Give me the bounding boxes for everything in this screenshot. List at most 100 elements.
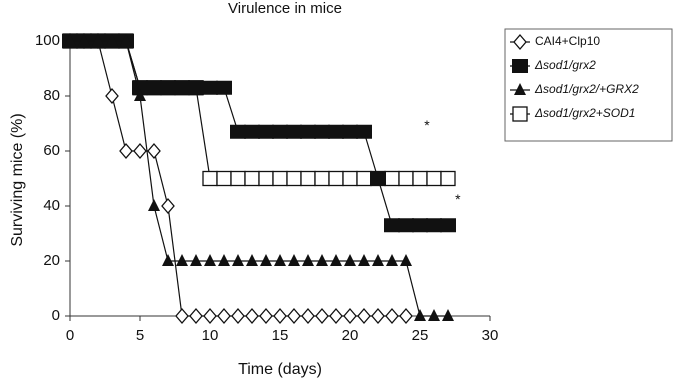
marker	[440, 170, 456, 187]
marker	[512, 59, 528, 73]
marker	[315, 308, 329, 324]
marker	[356, 170, 372, 187]
marker	[174, 80, 190, 95]
y-tick-label: 100	[35, 32, 60, 49]
marker	[300, 170, 316, 187]
marker	[105, 88, 119, 104]
marker	[342, 170, 358, 187]
marker	[385, 308, 399, 324]
marker	[147, 143, 161, 159]
legend-label: Δsod1/grx2	[534, 58, 596, 72]
marker	[202, 80, 218, 95]
marker	[372, 254, 384, 266]
marker	[175, 308, 189, 324]
marker	[120, 34, 132, 46]
marker	[288, 254, 300, 266]
marker	[356, 124, 372, 139]
legend-label: Δsod1/grx2+SOD1	[534, 106, 635, 120]
marker	[272, 170, 288, 187]
marker	[343, 308, 357, 324]
marker	[514, 83, 526, 95]
marker	[398, 170, 414, 187]
marker	[287, 308, 301, 324]
marker	[273, 308, 287, 324]
marker	[78, 34, 90, 46]
marker	[328, 170, 344, 187]
marker	[398, 218, 414, 233]
marker	[357, 308, 371, 324]
marker	[512, 106, 528, 122]
marker	[330, 254, 342, 266]
marker	[132, 80, 148, 95]
chart-title: Virulence in mice	[228, 0, 342, 17]
marker	[370, 171, 386, 186]
marker	[260, 254, 272, 266]
marker	[92, 34, 104, 46]
marker	[230, 170, 246, 187]
marker	[300, 124, 316, 139]
marker	[244, 170, 260, 187]
marker	[513, 34, 527, 50]
marker	[328, 124, 344, 139]
marker	[428, 309, 440, 321]
marker	[400, 254, 412, 266]
marker	[148, 199, 160, 211]
marker	[358, 254, 370, 266]
marker	[414, 309, 426, 321]
marker	[64, 34, 76, 46]
marker	[286, 170, 302, 187]
x-tick-label: 30	[482, 327, 499, 344]
legend-box	[504, 28, 673, 142]
y-tick-label: 40	[43, 197, 60, 214]
marker	[272, 124, 288, 139]
annotation: *	[455, 191, 461, 207]
marker	[386, 254, 398, 266]
marker	[161, 198, 175, 214]
x-tick-label: 15	[272, 327, 289, 344]
x-tick-label: 25	[412, 327, 429, 344]
marker	[119, 143, 133, 159]
marker	[314, 124, 330, 139]
x-tick-label: 5	[136, 327, 144, 344]
marker	[246, 254, 258, 266]
marker	[259, 308, 273, 324]
marker	[231, 308, 245, 324]
marker	[160, 80, 176, 95]
marker	[258, 124, 274, 139]
marker	[176, 254, 188, 266]
marker	[384, 170, 400, 187]
x-tick-label: 0	[66, 327, 74, 344]
annotation: *	[424, 117, 430, 133]
marker	[302, 254, 314, 266]
marker	[245, 308, 259, 324]
marker	[146, 80, 162, 95]
legend-label: CAI4+Clp10	[535, 34, 600, 48]
marker	[442, 309, 454, 321]
marker	[162, 254, 174, 266]
marker	[189, 308, 203, 324]
marker	[440, 218, 456, 233]
marker	[274, 254, 286, 266]
marker	[329, 308, 343, 324]
marker	[426, 218, 442, 233]
marker	[216, 80, 232, 95]
marker	[216, 170, 232, 187]
marker	[106, 34, 118, 46]
marker	[188, 80, 204, 95]
marker	[316, 254, 328, 266]
marker	[202, 170, 218, 187]
marker	[384, 218, 400, 233]
marker	[133, 143, 147, 159]
y-axis-label: Surviving mice (%)	[9, 113, 26, 246]
x-tick-label: 20	[342, 327, 359, 344]
marker	[204, 254, 216, 266]
marker	[412, 170, 428, 187]
x-axis-label: Time (days)	[238, 361, 322, 378]
marker	[203, 308, 217, 324]
y-tick-label: 20	[43, 252, 60, 269]
marker	[134, 89, 146, 101]
x-tick-label: 10	[202, 327, 219, 344]
marker	[244, 124, 260, 139]
marker	[426, 170, 442, 187]
